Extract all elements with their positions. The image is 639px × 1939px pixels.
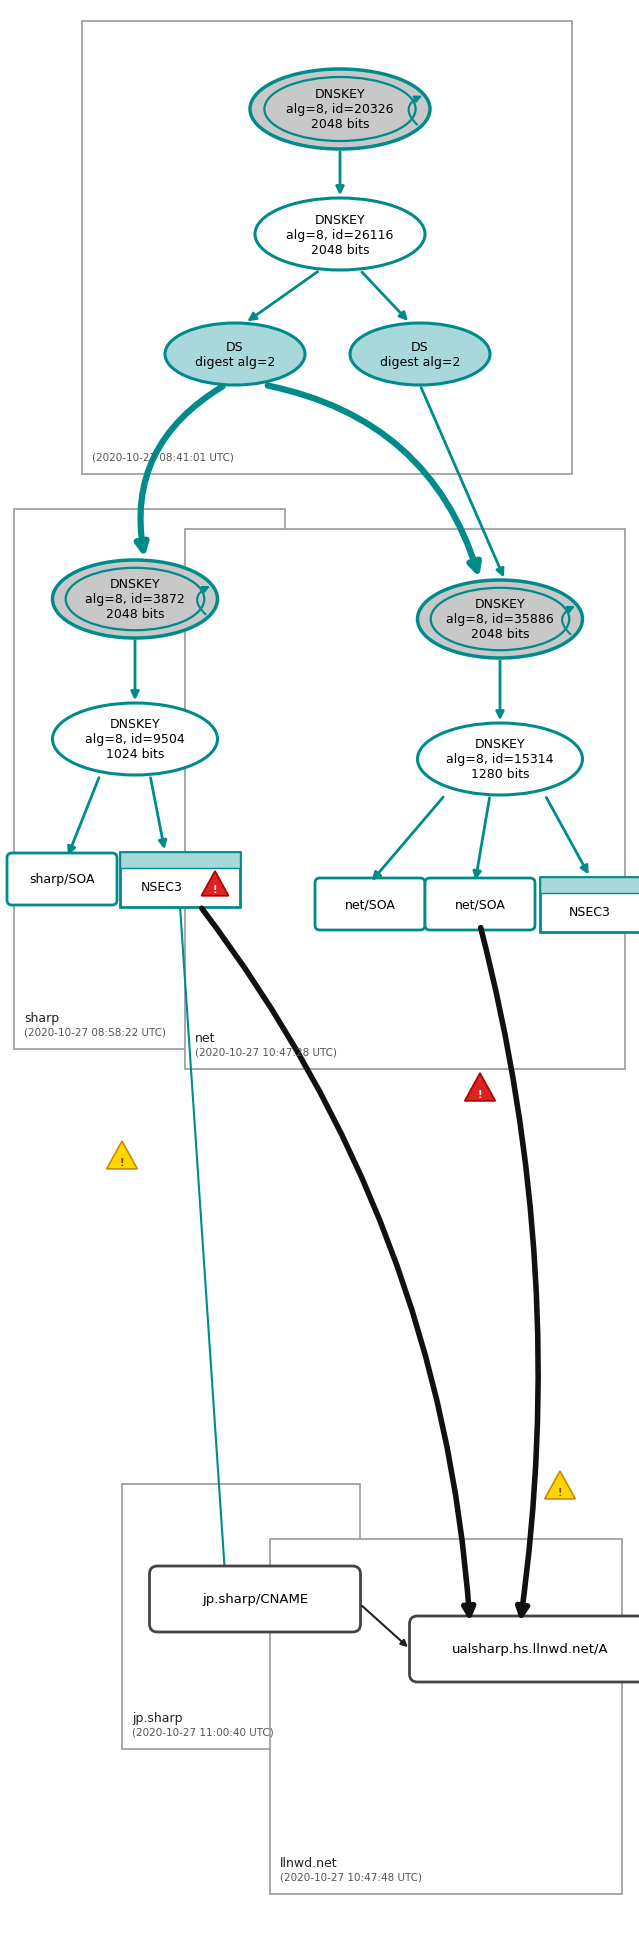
Ellipse shape xyxy=(417,580,583,659)
Text: (2020-10-27 08:58:22 UTC): (2020-10-27 08:58:22 UTC) xyxy=(24,1028,166,1037)
Text: DNSKEY
alg=8, id=20326
2048 bits: DNSKEY alg=8, id=20326 2048 bits xyxy=(286,89,394,132)
Text: ualsharp.hs.llnwd.net/A: ualsharp.hs.llnwd.net/A xyxy=(452,1642,608,1656)
Bar xyxy=(122,1483,360,1749)
Ellipse shape xyxy=(165,324,305,386)
Text: (2020-10-27 10:47:28 UTC): (2020-10-27 10:47:28 UTC) xyxy=(195,1047,337,1057)
Ellipse shape xyxy=(417,723,583,795)
Text: NSEC3: NSEC3 xyxy=(141,880,183,894)
FancyBboxPatch shape xyxy=(150,1567,360,1633)
Bar xyxy=(120,851,240,869)
Text: llnwd.net: llnwd.net xyxy=(280,1856,337,1869)
Ellipse shape xyxy=(52,704,217,776)
Bar xyxy=(185,529,625,1070)
Text: DNSKEY
alg=8, id=15314
1280 bits: DNSKEY alg=8, id=15314 1280 bits xyxy=(446,739,554,781)
FancyBboxPatch shape xyxy=(7,853,117,906)
Text: !: ! xyxy=(558,1487,562,1497)
Text: (2020-10-27 08:41:01 UTC): (2020-10-27 08:41:01 UTC) xyxy=(92,454,234,463)
Bar xyxy=(540,876,639,933)
Text: jp.sharp: jp.sharp xyxy=(132,1710,183,1724)
Text: jp.sharp/CNAME: jp.sharp/CNAME xyxy=(202,1592,308,1605)
FancyBboxPatch shape xyxy=(315,878,425,931)
Polygon shape xyxy=(465,1074,495,1101)
Text: !: ! xyxy=(213,884,217,896)
Bar xyxy=(540,876,639,894)
Text: NSEC3: NSEC3 xyxy=(569,906,611,919)
Text: DNSKEY
alg=8, id=26116
2048 bits: DNSKEY alg=8, id=26116 2048 bits xyxy=(286,213,394,256)
Text: !: ! xyxy=(478,1090,482,1099)
Text: net/SOA: net/SOA xyxy=(344,898,396,911)
Text: sharp: sharp xyxy=(24,1012,59,1024)
Text: sharp/SOA: sharp/SOA xyxy=(29,873,95,886)
Polygon shape xyxy=(544,1472,575,1499)
Polygon shape xyxy=(107,1142,137,1169)
Bar xyxy=(82,21,572,475)
Text: net/SOA: net/SOA xyxy=(454,898,505,911)
FancyBboxPatch shape xyxy=(425,878,535,931)
Text: DS
digest alg=2: DS digest alg=2 xyxy=(195,341,275,368)
Bar xyxy=(14,510,285,1049)
Text: DS
digest alg=2: DS digest alg=2 xyxy=(380,341,460,368)
Bar xyxy=(270,1540,622,1894)
Bar xyxy=(120,851,240,907)
Polygon shape xyxy=(201,871,229,896)
Text: DNSKEY
alg=8, id=35886
2048 bits: DNSKEY alg=8, id=35886 2048 bits xyxy=(446,599,554,642)
Text: DNSKEY
alg=8, id=3872
2048 bits: DNSKEY alg=8, id=3872 2048 bits xyxy=(85,578,185,620)
Text: !: ! xyxy=(119,1158,124,1167)
Ellipse shape xyxy=(255,200,425,271)
Ellipse shape xyxy=(52,560,217,638)
Ellipse shape xyxy=(350,324,490,386)
Text: (2020-10-27 11:00:40 UTC): (2020-10-27 11:00:40 UTC) xyxy=(132,1728,273,1737)
Text: DNSKEY
alg=8, id=9504
1024 bits: DNSKEY alg=8, id=9504 1024 bits xyxy=(85,717,185,762)
FancyBboxPatch shape xyxy=(410,1617,639,1683)
Ellipse shape xyxy=(250,70,430,149)
Text: net: net xyxy=(195,1032,215,1045)
Text: (2020-10-27 10:47:48 UTC): (2020-10-27 10:47:48 UTC) xyxy=(280,1871,422,1883)
